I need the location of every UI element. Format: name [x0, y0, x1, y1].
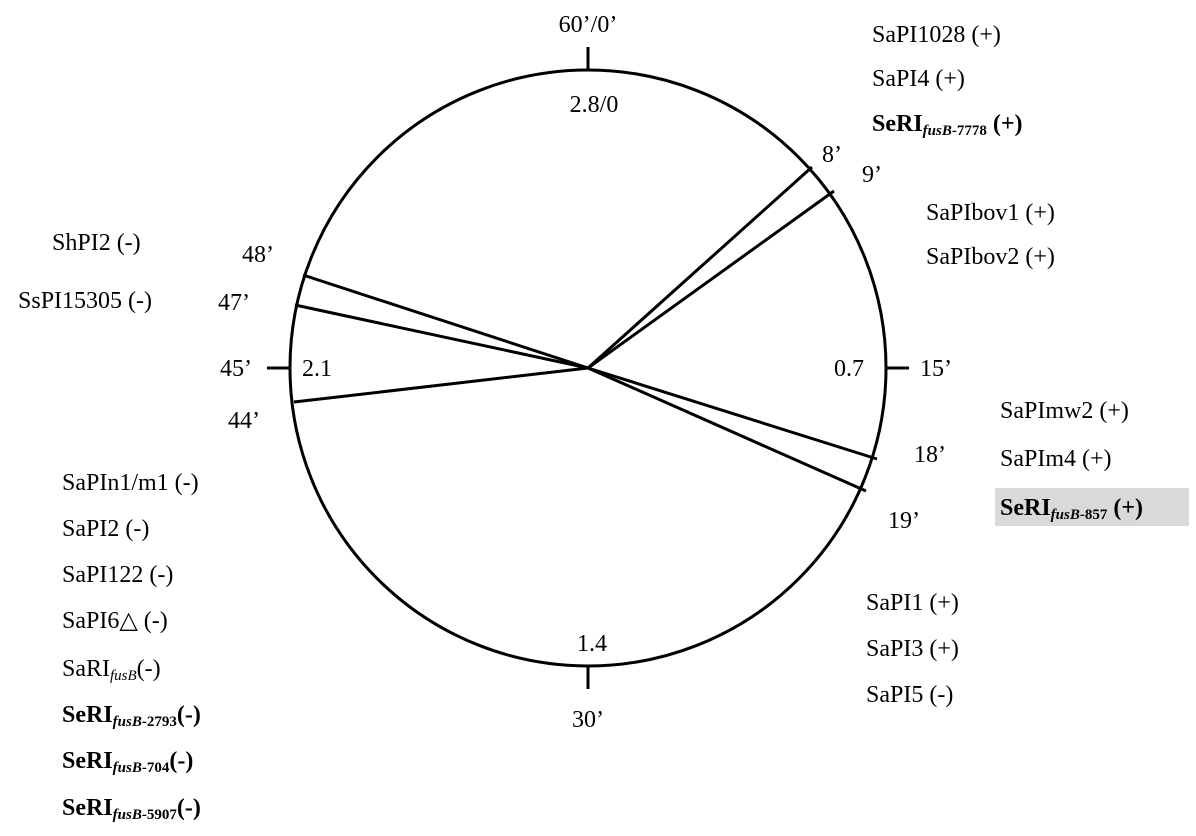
- group-right-lower-item-1: SaPI1 (+): [866, 590, 959, 616]
- distance-label-left: 2.1: [302, 356, 332, 382]
- minute-label-top: 60’/0’: [559, 12, 618, 38]
- group-left-upper-item-2: SsPI15305 (-): [18, 288, 152, 314]
- distance-label-bottom: 1.4: [577, 631, 607, 657]
- group-bov-item-1: SaPIbov1 (+): [926, 200, 1055, 226]
- group-left-lower-bold-item-2: SeRIfusB-704(-): [62, 748, 193, 776]
- site-line-19: [587, 366, 867, 493]
- site-label-9: 9’: [862, 162, 882, 188]
- group-top-right-bold-item: SeRIfusB-7778 (+): [872, 111, 1023, 139]
- site-label-8: 8’: [822, 142, 842, 168]
- site-line-44: [293, 366, 589, 404]
- group-bov-item-2: SaPIbov2 (+): [926, 244, 1055, 270]
- group-right-lower-item-2: SaPI3 (+): [866, 636, 959, 662]
- minute-label-left: 45’: [220, 356, 252, 382]
- site-line-9: [587, 189, 835, 370]
- group-left-lower-bold-item-1: SeRIfusB-2793(-): [62, 702, 201, 730]
- group-left-lower-item-3: SaPI122 (-): [62, 562, 173, 588]
- group-right-mid-item-1: SaPImw2 (+): [1000, 398, 1129, 424]
- group-top-right-item-2: SaPI4 (+): [872, 66, 965, 92]
- group-right-mid-item-2: SaPIm4 (+): [1000, 446, 1112, 472]
- group-left-lower-item-4: SaPI6△ (-): [62, 608, 168, 634]
- group-left-lower-item-2: SaPI2 (-): [62, 516, 149, 542]
- group-right-lower-item-3: SaPI5 (-): [866, 682, 953, 708]
- group-left-upper-item-1: ShPI2 (-): [52, 230, 141, 256]
- group-top-right-item-1: SaPI1028 (+): [872, 22, 1001, 48]
- site-label-44: 44’: [228, 408, 260, 434]
- site-line-8: [586, 165, 814, 370]
- site-label-47: 47’: [218, 290, 250, 316]
- group-left-lower-item-1: SaPIn1/m1 (-): [62, 470, 199, 496]
- site-line-47: [294, 303, 589, 370]
- site-line-18: [587, 366, 878, 461]
- site-label-19: 19’: [888, 508, 920, 534]
- site-label-48: 48’: [242, 242, 274, 268]
- group-left-lower-bold-item-3: SeRIfusB-5907(-): [62, 795, 201, 823]
- distance-label-top: 2.8/0: [570, 92, 619, 118]
- minute-label-right: 15’: [920, 356, 952, 382]
- highlight-box: [995, 488, 1189, 526]
- group-right-mid-bold-item: SeRIfusB-857 (+): [1000, 495, 1143, 523]
- site-line-48: [302, 273, 589, 370]
- minute-label-bottom: 30’: [572, 707, 604, 733]
- group-left-lower-plain-item: SaRIfusB(-): [62, 656, 161, 684]
- distance-label-right: 0.7: [834, 356, 864, 382]
- site-label-18: 18’: [914, 442, 946, 468]
